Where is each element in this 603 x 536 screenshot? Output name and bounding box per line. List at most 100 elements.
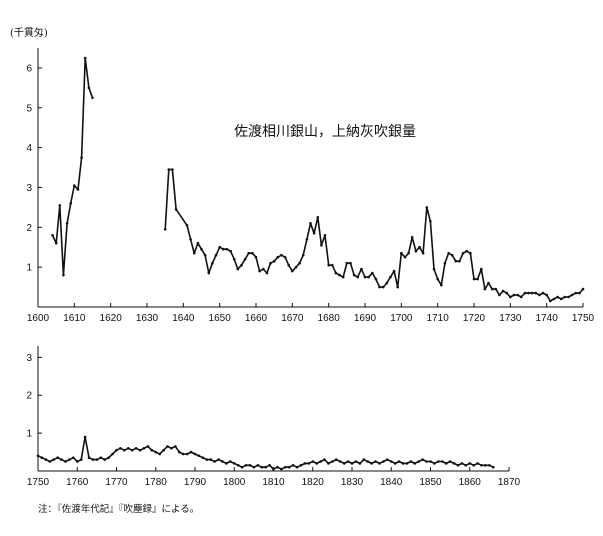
- data-point: [447, 251, 450, 255]
- data-point: [229, 460, 232, 463]
- data-point: [549, 299, 552, 303]
- data-point: [472, 464, 476, 467]
- data-point: [68, 458, 71, 461]
- data-point: [456, 464, 460, 467]
- data-point: [252, 465, 256, 469]
- data-point: [386, 458, 389, 461]
- data-point: [73, 184, 76, 187]
- data-point: [243, 257, 247, 261]
- data-point: [385, 281, 389, 285]
- data-point: [444, 462, 448, 465]
- data-point: [570, 293, 574, 297]
- data-point: [527, 291, 530, 295]
- data-point: [79, 458, 83, 461]
- data-point: [138, 448, 142, 452]
- data-point: [429, 220, 432, 223]
- data-point: [162, 448, 165, 452]
- x-tick-label: 1660: [245, 313, 268, 324]
- x-tick-label: 1750: [572, 313, 595, 324]
- data-point: [323, 458, 326, 461]
- data-point: [429, 460, 432, 463]
- y-tick-label: 2: [26, 391, 32, 402]
- data-point: [498, 293, 501, 297]
- data-point: [432, 267, 436, 271]
- data-point: [146, 445, 150, 448]
- data-point: [366, 460, 370, 463]
- data-point: [197, 454, 201, 458]
- data-point: [76, 188, 80, 191]
- data-point: [350, 462, 354, 465]
- data-point: [284, 465, 287, 469]
- data-point: [443, 261, 447, 265]
- data-point: [512, 293, 516, 297]
- data-point: [483, 287, 487, 291]
- data-point: [421, 251, 425, 255]
- data-point: [367, 275, 370, 279]
- data-point: [472, 277, 476, 281]
- data-point: [349, 261, 352, 265]
- data-point: [309, 222, 312, 225]
- data-point: [291, 464, 295, 467]
- data-point: [464, 464, 468, 467]
- data-point: [40, 456, 44, 460]
- data-point: [538, 293, 541, 297]
- data-point: [265, 271, 269, 275]
- data-point: [476, 462, 479, 465]
- series-line: [36, 435, 495, 471]
- data-point: [56, 456, 59, 460]
- data-point: [232, 257, 236, 261]
- data-point: [287, 465, 291, 469]
- x-tick-label: 1870: [498, 477, 521, 488]
- x-tick-label: 1780: [145, 477, 168, 488]
- x-tick-label: 1640: [172, 313, 195, 324]
- data-point: [154, 450, 158, 454]
- data-point: [298, 261, 301, 265]
- data-point: [362, 458, 366, 461]
- x-tick-label: 1720: [463, 313, 486, 324]
- y-tick-label: 3: [26, 353, 32, 364]
- data-point: [480, 464, 483, 467]
- y-tick-label: 5: [26, 103, 32, 114]
- series-line: [51, 56, 585, 303]
- data-point: [189, 238, 192, 241]
- data-point: [363, 275, 367, 279]
- x-tick-label: 1730: [499, 313, 522, 324]
- data-point: [397, 460, 401, 463]
- data-point: [476, 277, 479, 281]
- data-point: [174, 445, 177, 448]
- x-tick-label: 1760: [66, 477, 89, 488]
- x-tick-label: 1680: [318, 313, 341, 324]
- data-point: [315, 462, 319, 465]
- data-point: [407, 251, 410, 255]
- data-point: [441, 460, 444, 463]
- data-point: [405, 462, 409, 465]
- data-point: [72, 456, 75, 460]
- data-point: [414, 249, 418, 253]
- data-point: [378, 462, 381, 465]
- data-point: [130, 448, 134, 452]
- data-point: [484, 464, 487, 467]
- data-point: [342, 462, 346, 465]
- data-point: [400, 251, 403, 255]
- data-point: [541, 291, 545, 295]
- data-point: [167, 168, 171, 171]
- x-tick-label: 1750: [27, 477, 50, 488]
- data-point: [335, 458, 338, 461]
- data-point: [189, 450, 193, 454]
- data-point: [312, 232, 316, 235]
- data-point: [69, 202, 72, 205]
- data-point: [103, 458, 106, 461]
- data-point: [578, 291, 581, 295]
- data-point: [436, 277, 440, 281]
- data-point: [354, 460, 358, 463]
- data-point: [418, 245, 421, 249]
- data-point: [509, 295, 512, 299]
- data-point: [217, 458, 220, 461]
- y-ticks: 1 2 3: [26, 353, 42, 440]
- data-point: [222, 247, 225, 251]
- data-point: [264, 465, 267, 469]
- data-point: [58, 204, 62, 207]
- data-point: [331, 460, 334, 463]
- x-tick-label: 1790: [184, 477, 207, 488]
- data-point: [316, 216, 320, 219]
